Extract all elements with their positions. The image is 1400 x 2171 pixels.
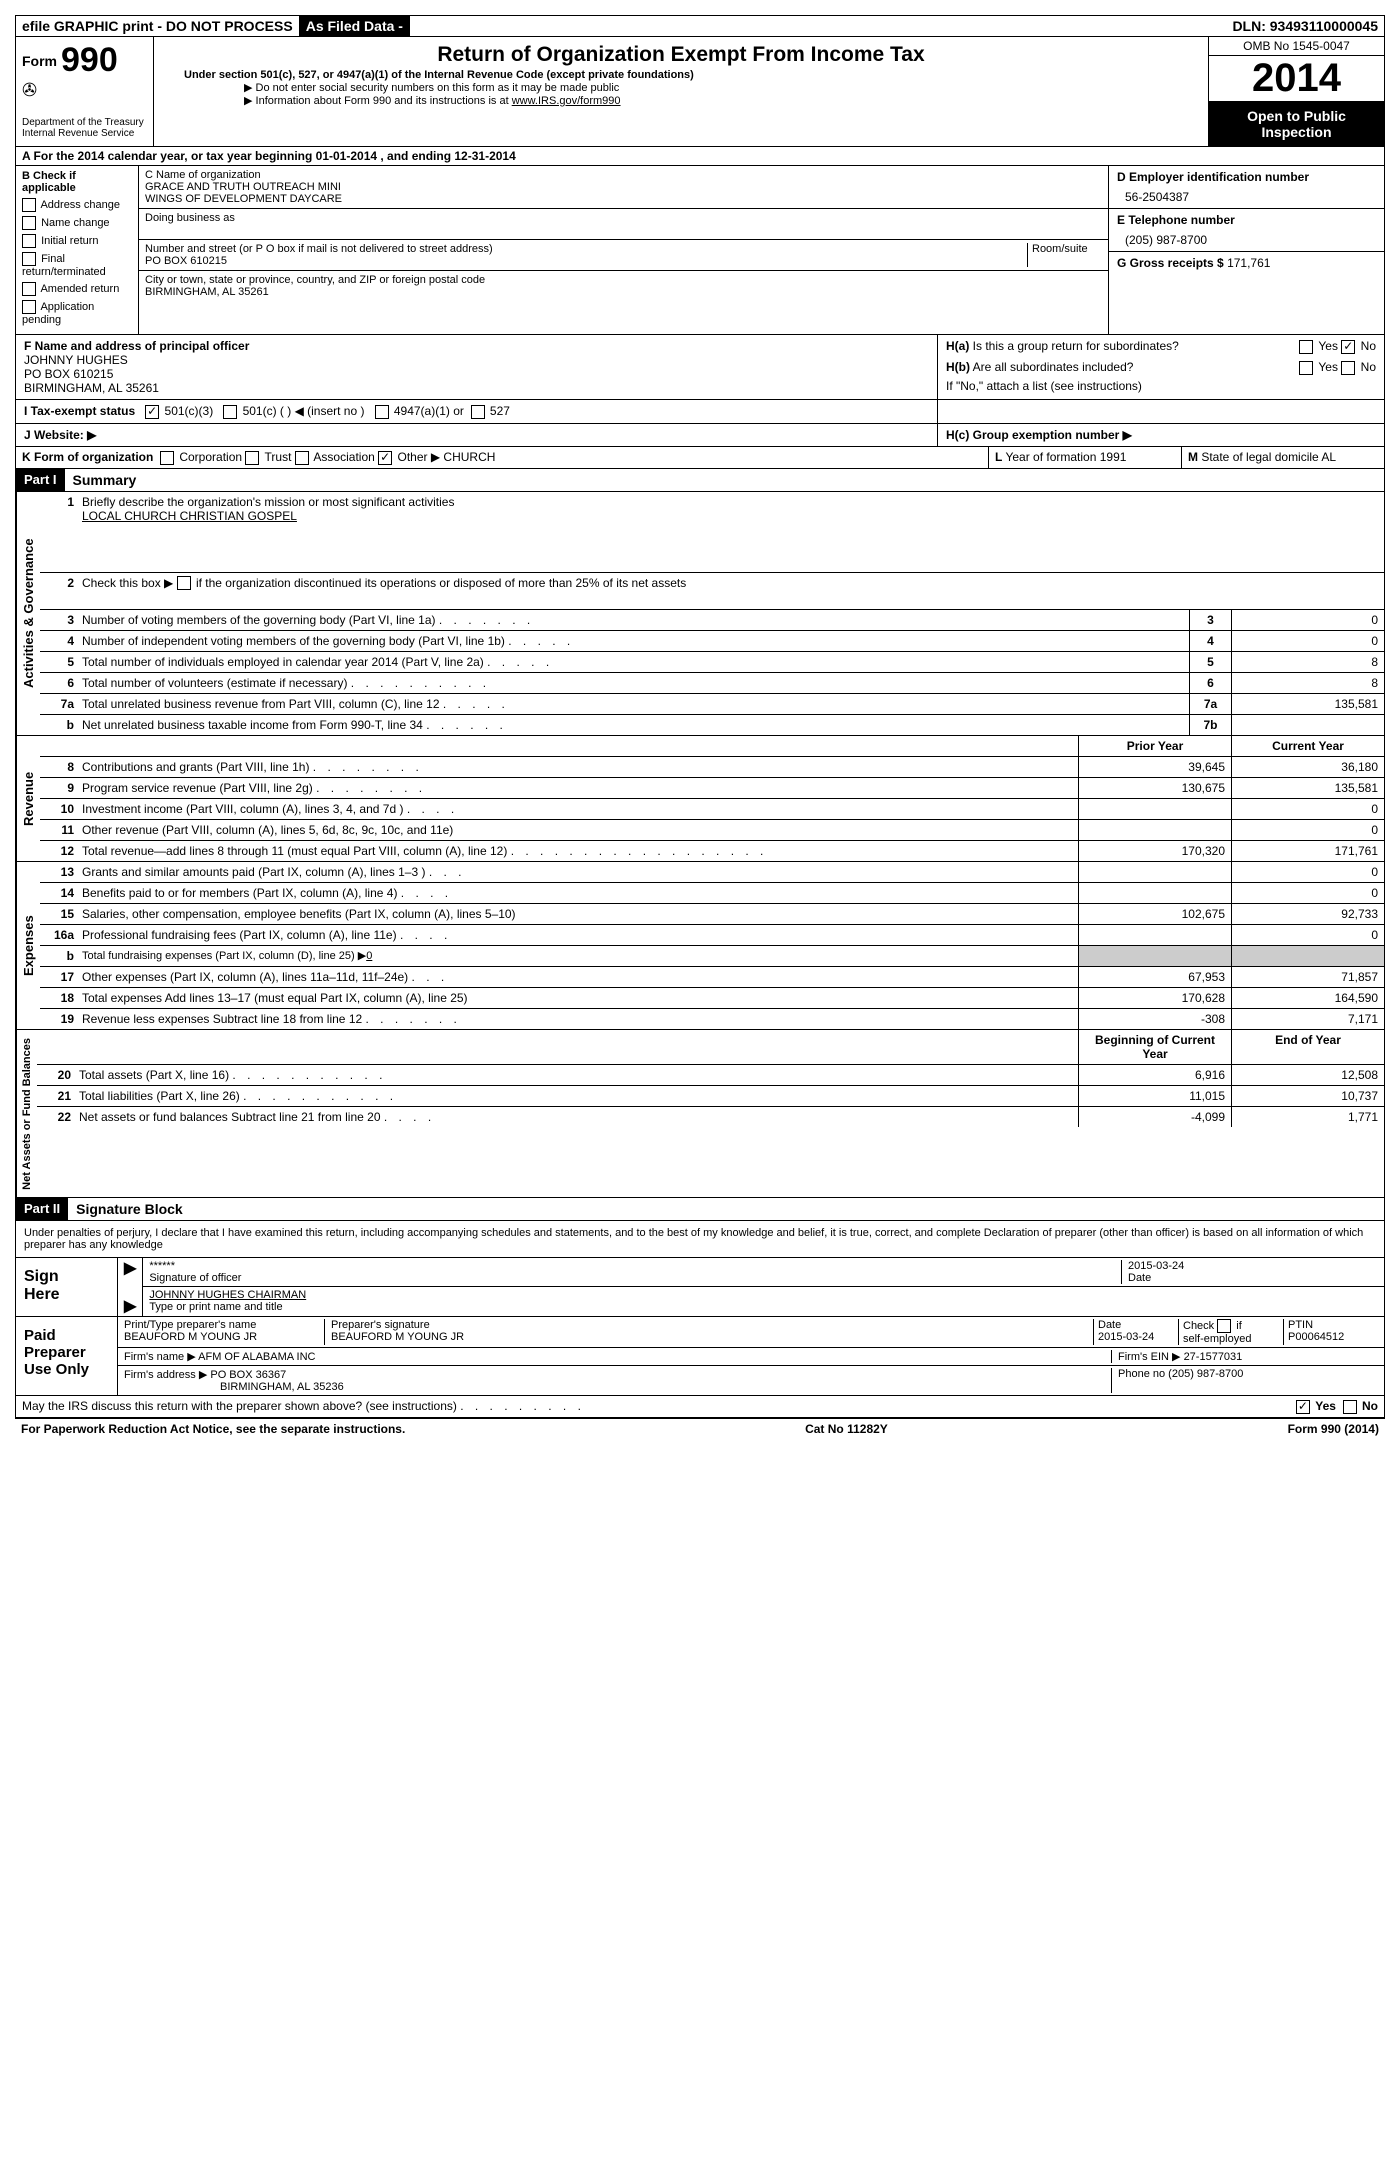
group-return: H(a) Is this a group return for subordin… — [938, 335, 1384, 399]
col-b: B Check if applicable Address change Nam… — [16, 166, 138, 334]
efile-text: efile GRAPHIC print - DO NOT PROCESS — [16, 16, 300, 36]
year-box: OMB No 1545-0047 2014 Open to Public Ins… — [1208, 37, 1384, 146]
col-d: D Employer identification number 56-2504… — [1108, 166, 1384, 334]
col-c: C Name of organization GRACE AND TRUTH O… — [138, 166, 1108, 334]
website: J Website: ▶ — [16, 424, 938, 446]
row-a: A For the 2014 calendar year, or tax yea… — [15, 147, 1385, 166]
net-assets-section: Net Assets or Fund Balances Beginning of… — [15, 1030, 1385, 1199]
section-f-h: F Name and address of principal officer … — [15, 335, 1385, 447]
tax-exempt-status: I Tax-exempt status 501(c)(3) 501(c) ( )… — [16, 400, 938, 423]
activities-governance: Activities & Governance 1 Briefly descri… — [15, 492, 1385, 736]
expenses-section: Expenses 13Grants and similar amounts pa… — [15, 862, 1385, 1030]
sign-here-label: SignHere — [16, 1258, 118, 1316]
checkbox-amended[interactable] — [22, 282, 36, 296]
revenue-section: Revenue Prior Year Current Year 8Contrib… — [15, 736, 1385, 862]
checkbox-initial[interactable] — [22, 234, 36, 248]
title-box: Return of Organization Exempt From Incom… — [154, 37, 1208, 146]
checkbox-addr[interactable] — [22, 198, 36, 212]
checkbox-name[interactable] — [22, 216, 36, 230]
header-bar: efile GRAPHIC print - DO NOT PROCESS As … — [15, 15, 1385, 37]
checkbox-app[interactable] — [22, 300, 36, 314]
paid-preparer-label: PaidPreparerUse Only — [16, 1317, 118, 1395]
form-number-box: Form990 ✇ Department of the Treasury Int… — [16, 37, 154, 146]
part1-header: Part I Summary — [15, 469, 1385, 492]
asfiled-text: As Filed Data - — [300, 16, 410, 36]
row-klm: K Form of organization Corporation Trust… — [15, 447, 1385, 469]
checkbox-final[interactable] — [22, 252, 36, 266]
dln: DLN: 93493110000045 — [1226, 16, 1384, 36]
form-title: Return of Organization Exempt From Incom… — [164, 43, 1198, 67]
group-exemption: H(c) Group exemption number ▶ — [938, 424, 1384, 446]
footer: For Paperwork Reduction Act Notice, see … — [15, 1418, 1385, 1439]
signature-block: Under penalties of perjury, I declare th… — [15, 1221, 1385, 1418]
principal-officer: F Name and address of principal officer … — [16, 335, 938, 399]
section-b-g: B Check if applicable Address change Nam… — [15, 166, 1385, 335]
top-section: Form990 ✇ Department of the Treasury Int… — [15, 37, 1385, 147]
part2-header: Part II Signature Block — [15, 1198, 1385, 1221]
